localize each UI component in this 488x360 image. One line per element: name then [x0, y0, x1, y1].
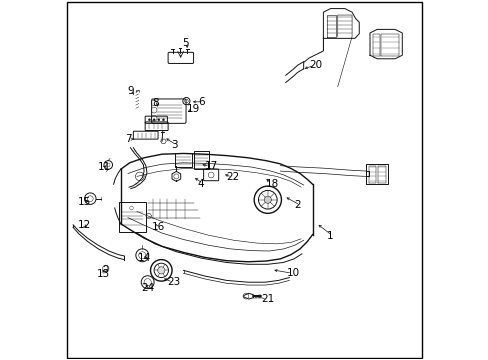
Text: 21: 21	[261, 294, 274, 304]
Text: 8: 8	[152, 98, 159, 108]
Text: 20: 20	[308, 60, 322, 70]
Text: 10: 10	[286, 268, 299, 278]
Text: 12: 12	[78, 220, 91, 230]
Text: 15: 15	[78, 197, 91, 207]
Text: 4: 4	[198, 179, 204, 189]
Text: 7: 7	[125, 134, 132, 144]
Text: 14: 14	[137, 253, 151, 263]
Circle shape	[158, 119, 160, 121]
Circle shape	[264, 196, 271, 203]
Circle shape	[162, 119, 164, 121]
Text: 22: 22	[226, 172, 239, 182]
Bar	[194, 151, 208, 168]
Text: 18: 18	[265, 179, 279, 189]
Text: 1: 1	[326, 231, 333, 240]
Text: 6: 6	[198, 97, 204, 107]
Text: 9: 9	[126, 86, 133, 96]
Text: 13: 13	[97, 269, 110, 279]
Text: 3: 3	[171, 140, 177, 150]
Text: 23: 23	[167, 277, 180, 287]
Circle shape	[148, 119, 150, 121]
Text: 24: 24	[141, 283, 154, 293]
Circle shape	[153, 119, 155, 121]
Bar	[119, 202, 145, 232]
Bar	[174, 153, 191, 167]
Text: 11: 11	[98, 162, 111, 172]
Text: 19: 19	[187, 104, 200, 114]
Text: 5: 5	[182, 38, 188, 48]
Text: 2: 2	[294, 200, 301, 210]
Text: 16: 16	[152, 222, 165, 232]
Text: 17: 17	[204, 161, 217, 171]
Circle shape	[158, 267, 164, 274]
